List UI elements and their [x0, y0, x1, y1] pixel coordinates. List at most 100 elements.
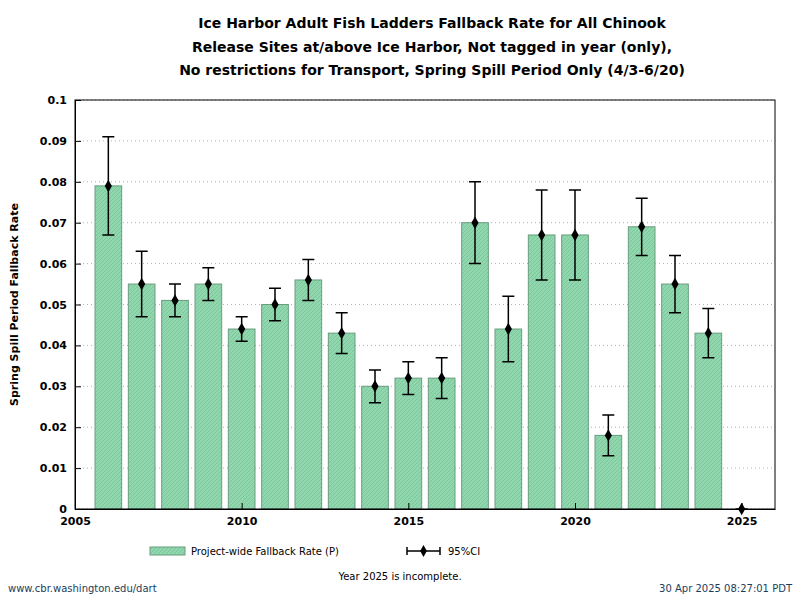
tick-mark [75, 100, 81, 101]
annotation: Year 2025 is incomplete. [337, 571, 461, 582]
tick-label: 0.04 [40, 339, 67, 352]
error-bar [536, 190, 548, 280]
point [505, 323, 512, 335]
tick-label: 0.05 [40, 299, 67, 312]
error-bar [402, 362, 414, 395]
point [438, 372, 445, 384]
tick: 0.04 [40, 339, 81, 352]
tick-label: 0.07 [40, 217, 67, 230]
tick-mark [75, 345, 81, 346]
tick-label: 0.1 [48, 94, 68, 107]
legend-label: 95%CI [448, 546, 480, 557]
tick: 2025 [727, 503, 758, 528]
point [271, 298, 278, 310]
tick: 2015 [394, 503, 425, 528]
bar [328, 333, 355, 509]
grid-line [75, 222, 775, 223]
tick-mark [75, 223, 81, 224]
error-bar [436, 358, 448, 399]
tick: 2010 [227, 503, 258, 528]
tick: 0.08 [40, 176, 81, 189]
tick-mark [575, 503, 576, 509]
error-bar [136, 251, 148, 316]
error-bar [702, 309, 714, 358]
tick-label: 0.06 [40, 258, 67, 271]
chart: Ice Harbor Adult Fish Ladders Fallback R… [0, 0, 800, 600]
chart-title: Ice Harbor Adult Fish Ladders Fallback R… [198, 15, 666, 31]
annotation: 30 Apr 2025 08:27:01 PDT [659, 583, 793, 594]
tick: 0.02 [40, 421, 81, 434]
point [238, 323, 245, 335]
tick-mark [75, 305, 81, 306]
grid [75, 100, 775, 509]
grid-line [75, 140, 775, 141]
legend: Project-wide Fallback Rate (P) 95%CI [150, 545, 480, 557]
tick-mark [75, 264, 81, 265]
grid-line [75, 263, 775, 264]
tick-label: 0.09 [40, 135, 67, 148]
tick: 0.03 [40, 380, 81, 393]
point [205, 278, 212, 290]
bar [395, 378, 422, 509]
tick-label: 0.02 [40, 421, 67, 434]
bar [695, 333, 722, 509]
error-bar [669, 255, 681, 312]
point [305, 274, 312, 286]
tick-mark [408, 503, 409, 509]
bar [662, 284, 689, 509]
tick-label: 2015 [394, 515, 425, 528]
bar [228, 329, 255, 509]
plot-frame [75, 100, 775, 509]
tick-label: 0.08 [40, 176, 67, 189]
tick-mark [75, 182, 81, 183]
tick: 2020 [560, 503, 591, 528]
error-bar [602, 415, 614, 456]
bar [195, 284, 222, 509]
chart-title: Release Sites at/above Ice Harbor, Not t… [192, 39, 672, 55]
bar [262, 305, 289, 510]
bar [295, 280, 322, 509]
point [538, 229, 545, 241]
plot-area [95, 137, 748, 509]
bar [628, 227, 655, 509]
point [705, 327, 712, 339]
bar [128, 284, 155, 509]
point [605, 429, 612, 441]
tick-mark [75, 386, 81, 387]
point [338, 327, 345, 339]
tick-mark [75, 503, 76, 509]
error-bar [169, 284, 181, 317]
tick-label: 2010 [227, 515, 258, 528]
markers [105, 180, 746, 515]
bar [462, 223, 489, 509]
point [105, 180, 112, 192]
tick: 0.07 [40, 217, 81, 230]
error-bar [569, 190, 581, 280]
tick-mark [742, 503, 743, 509]
x-axis: 2005 2010 2015 2020 2025 [60, 503, 775, 528]
y-axis: 00.010.020.030.040.050.060.070.080.090.1 [40, 94, 81, 516]
chart-title: No restrictions for Transport, Spring Sp… [179, 62, 685, 78]
point [571, 229, 578, 241]
error-bar [336, 313, 348, 354]
point [471, 216, 478, 228]
tick-label: 0.03 [40, 380, 67, 393]
tick-mark [75, 468, 81, 469]
error-bar [236, 317, 248, 342]
tick: 2005 [60, 503, 91, 528]
error-bar [636, 198, 648, 255]
legend-marker [420, 545, 427, 557]
legend-label: Project-wide Fallback Rate (P) [191, 546, 339, 557]
tick-label: 2005 [60, 515, 91, 528]
annotation: www.cbr.washington.edu/dart [8, 583, 157, 594]
error-bar [302, 260, 314, 301]
bar [362, 386, 389, 509]
point [638, 221, 645, 233]
point [138, 278, 145, 290]
error-bar [102, 137, 114, 235]
grid-line [75, 181, 775, 182]
tick-mark [242, 503, 243, 509]
tick: 0.1 [48, 94, 82, 107]
point [671, 278, 678, 290]
point [371, 380, 378, 392]
